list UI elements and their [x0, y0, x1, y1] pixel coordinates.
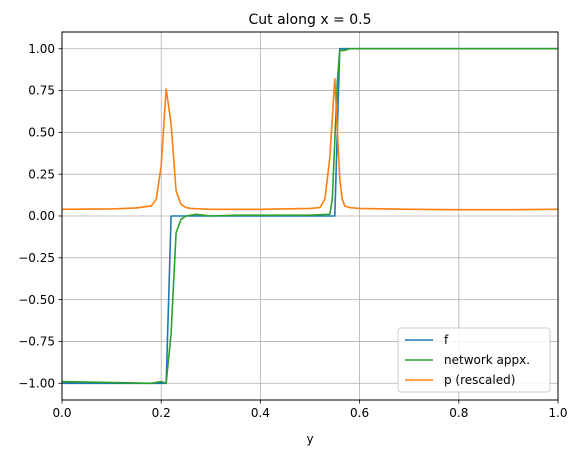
x-tick-label: 0.0: [52, 406, 71, 420]
y-tick-label: −0.50: [18, 293, 55, 307]
x-axis-label: y: [306, 432, 313, 446]
y-tick-label: −0.75: [18, 335, 55, 349]
legend-box: [397, 327, 551, 393]
series-lines: [61, 47, 559, 385]
y-tick-label: 0.00: [28, 209, 55, 223]
y-tick-label: −1.00: [18, 376, 55, 390]
x-tick-label: 0.4: [251, 406, 270, 420]
chart-title: Cut along x = 0.5: [248, 12, 371, 28]
y-tick-label: 0.50: [28, 126, 55, 140]
legend-label: f: [444, 333, 449, 347]
legend-label: network appx.: [444, 353, 530, 367]
series-line-2: [61, 78, 559, 211]
y-tick-label: 0.75: [28, 84, 55, 98]
x-tick-label: 0.8: [449, 406, 468, 420]
y-tick-label: −0.25: [18, 251, 55, 265]
x-tick-label: 0.6: [350, 406, 369, 420]
legend-label: p (rescaled): [444, 373, 515, 387]
y-tick-label: 1.00: [28, 42, 55, 56]
x-tick-label: 0.2: [152, 406, 171, 420]
x-tick-label: 1.0: [548, 406, 567, 420]
series-line-1: [61, 47, 558, 385]
axis-ticks: 0.0 0.2 0.4 0.6 0.8 1.0 −1.00 −0.75 −0.50 −0.25 0.…: [18, 42, 567, 420]
y-tick-label: 0.25: [28, 167, 55, 181]
legend: f network appx. p (rescaled): [397, 327, 551, 393]
